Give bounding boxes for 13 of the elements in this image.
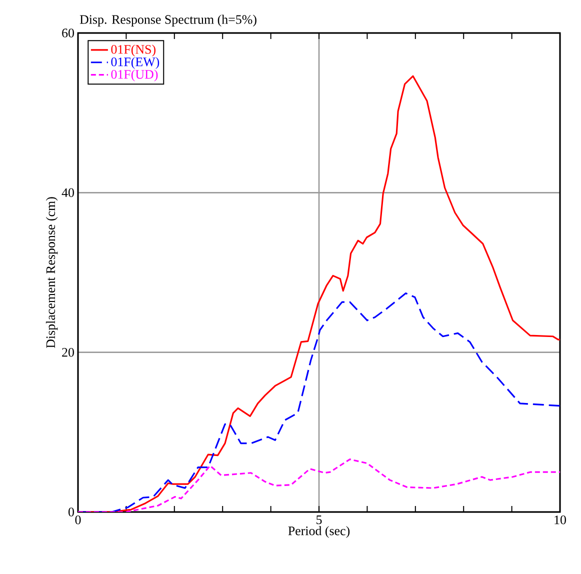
x-tick-label: 0: [75, 516, 81, 524]
legend-label: 01F(EW): [111, 57, 160, 69]
y-tick-label: 60: [62, 28, 74, 38]
x-axis-title: Period (sec): [288, 526, 350, 538]
y-tick-label: 20: [62, 348, 74, 357]
chart-title: Disp. Response Spectrum (h=5%): [80, 14, 256, 26]
legend-label: 01F(UD): [111, 70, 158, 82]
y-tick-label: 0: [68, 508, 74, 516]
legend-label: 01F(NS): [111, 44, 156, 56]
x-tick-label: 5: [316, 516, 322, 524]
y-tick-label: 40: [62, 188, 74, 198]
y-axis-title: Displacement Response (cm): [46, 197, 58, 348]
x-tick-label: 10: [554, 516, 566, 524]
